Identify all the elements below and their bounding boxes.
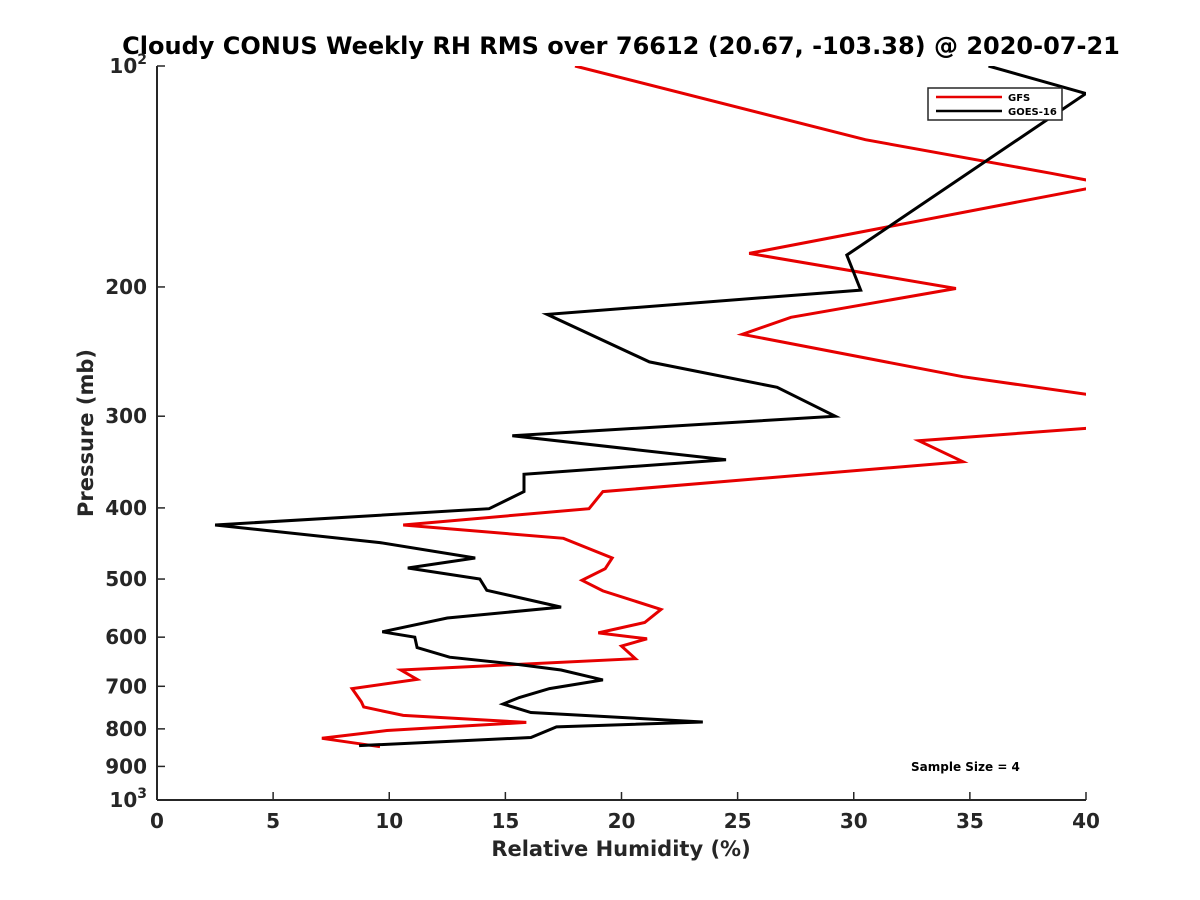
x-tick-label: 25 [724,809,752,833]
y-tick-label: 900 [105,754,147,778]
y-tick-label: 102 [109,52,147,78]
legend: GFS GOES-16 [927,87,1063,121]
x-tick-label: 5 [266,809,280,833]
y-tick-label: 103 [109,786,147,812]
x-tick-label: 10 [375,809,403,833]
series-line-goes16 [214,66,1086,748]
chart-title: Cloudy CONUS Weekly RH RMS over 76612 (2… [122,32,1120,60]
y-tick-label: 300 [105,404,147,428]
y-tick-label: 200 [105,275,147,299]
y-tick-label: 800 [105,717,147,741]
series-layer [214,66,1086,749]
x-tick-label: 20 [608,809,636,833]
x-axis-label: Relative Humidity (%) [491,837,750,861]
x-tick-label: 15 [491,809,519,833]
y-ticks: 102 200 300 400 500 600 700 800 900 103 [105,52,165,812]
y-tick-label: 400 [105,496,147,520]
legend-box [927,87,1063,121]
x-tick-label: 30 [840,809,868,833]
legend-label-goes16: GOES-16 [1008,107,1057,118]
x-tick-label: 0 [150,809,164,833]
x-tick-label: 35 [956,809,984,833]
series-line-gfs [321,66,1086,749]
sample-size-note: Sample Size = 4 [911,760,1020,774]
x-ticks: 0 5 10 15 20 25 30 35 40 [150,792,1100,833]
x-tick-label: 40 [1072,809,1100,833]
y-axis-label: Pressure (mb) [74,349,98,517]
y-tick-label: 600 [105,625,147,649]
y-tick-label: 500 [105,567,147,591]
legend-label-gfs: GFS [1008,93,1030,104]
y-tick-label: 700 [105,674,147,698]
